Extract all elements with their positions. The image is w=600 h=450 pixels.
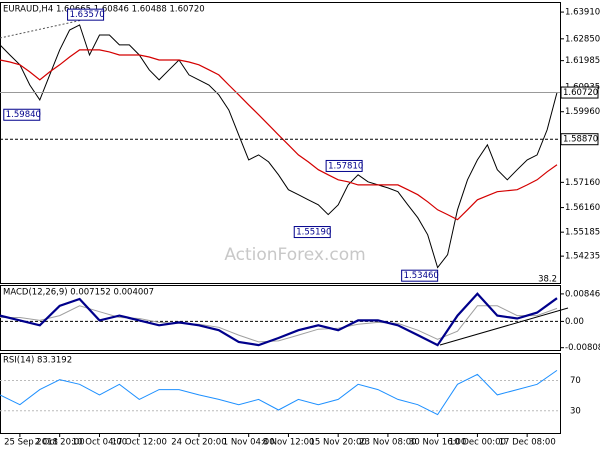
y-tick-label: 1.55185 [565, 228, 600, 238]
x-tick-label: 15 Nov 20:00 [310, 438, 367, 448]
level-label: 1.60720 [563, 88, 598, 98]
macd-tick-label: 0.008466 [565, 289, 600, 299]
annotation-box [67, 8, 105, 21]
annotation-label: 1.55190 [296, 228, 331, 238]
watermark: ActionForex.com [224, 245, 365, 265]
y-tick-label: 1.54235 [565, 252, 600, 262]
macd-trend-line [439, 307, 569, 346]
y-tick-label: 1.57160 [565, 178, 600, 188]
annotation-box [293, 226, 331, 239]
x-tick-label: 8 Nov 12:00 [262, 438, 314, 448]
x-tick-label: 25 Sep 2018 [4, 438, 58, 448]
macd-signal [0, 305, 558, 343]
y-tick-label: 1.56160 [565, 203, 600, 213]
rsi-tick-label: 30 [570, 406, 581, 416]
x-tick-label: 2 Oct 20:00 [35, 438, 85, 448]
level-box [560, 86, 599, 99]
rsi-header: RSI(14) 83.3192 [3, 356, 72, 366]
x-tick-label: 24 Oct 20:00 [171, 438, 226, 448]
macd-tick-label: 0.00 [565, 317, 584, 327]
x-tick-label: 1 Nov 04:00 [223, 438, 275, 448]
level-box [560, 133, 599, 146]
x-tick-label: 17 Dec 08:00 [499, 438, 556, 448]
moving-average [0, 49, 558, 221]
rsi-line [0, 369, 558, 416]
fib-label: 38.2 [538, 275, 557, 285]
x-tick-label: 23 Nov 08:00 [359, 438, 416, 448]
y-tick-label: 1.61985 [565, 56, 600, 66]
annotation-label: 1.63570 [70, 10, 105, 20]
macd-tick-label: -0.008088 [565, 343, 600, 353]
annotation-label: 1.53460 [404, 271, 439, 281]
macd-header: MACD(12,26,9) 0.007152 0.004007 [3, 288, 154, 298]
annotation-box [3, 108, 41, 121]
level-label: 1.58870 [563, 135, 598, 145]
annotation-box [325, 159, 363, 172]
y-tick-label: 1.62850 [565, 34, 600, 44]
y-tick-label: 1.63910 [565, 8, 600, 18]
x-tick-label: 10 Dec 00:00 [449, 438, 506, 448]
macd-line [0, 292, 558, 347]
x-tick-label: 30 Nov 16:00 [409, 438, 466, 448]
x-tick-label: 17 Oct 12:00 [112, 438, 167, 448]
x-tick-label: 10 Oct 04:00 [72, 438, 127, 448]
annotation-label: 1.57810 [328, 161, 363, 171]
rsi-tick-label: 70 [570, 376, 581, 386]
annotation-label: 1.59840 [6, 110, 41, 120]
rsi-panel [0, 353, 561, 434]
y-tick-label: 1.59960 [565, 107, 600, 117]
annotation-box [401, 269, 439, 282]
price-line [0, 24, 558, 269]
